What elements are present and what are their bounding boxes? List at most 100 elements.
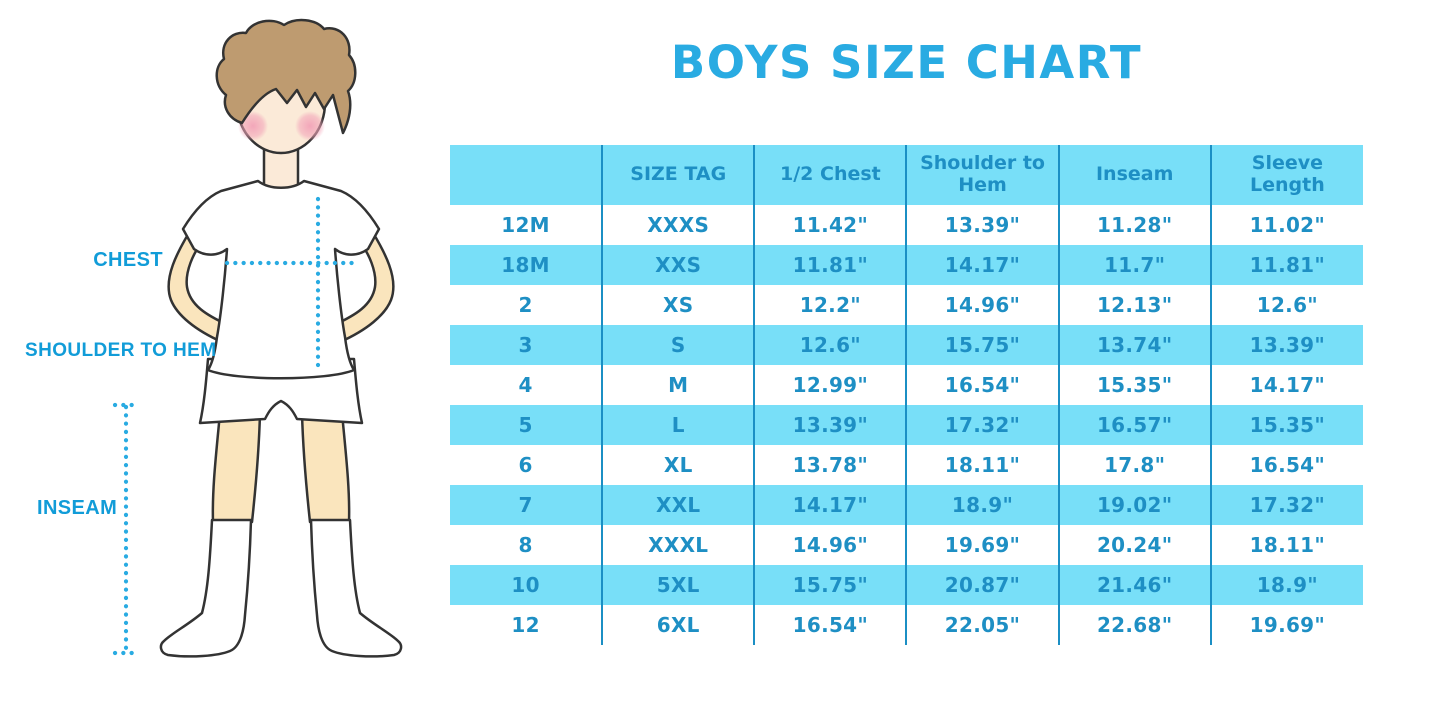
size-cell: 4: [450, 365, 604, 405]
value-cell: 20.24": [1058, 525, 1212, 565]
header-cell: Sleeve Length: [1210, 145, 1363, 205]
size-cell: 12M: [450, 205, 604, 245]
size-cell: 8: [450, 525, 604, 565]
table-row: 12M XXXS 11.42" 13.39" 11.28" 11.02": [450, 205, 1363, 245]
value-cell: 11.81": [1210, 245, 1363, 285]
value-cell: 15.75": [754, 565, 908, 605]
value-cell: 22.05": [906, 605, 1060, 645]
value-cell: 12.2": [754, 285, 908, 325]
value-cell: 13.74": [1058, 325, 1212, 365]
value-cell: 15.75": [906, 325, 1060, 365]
header-cell: 1/2 Chest: [754, 145, 908, 205]
value-cell: 11.7": [1058, 245, 1212, 285]
value-cell: 21.46": [1058, 565, 1212, 605]
value-cell: 13.39": [754, 405, 908, 445]
value-cell: 11.28": [1058, 205, 1212, 245]
value-cell: 11.81": [754, 245, 908, 285]
table-row: 6 XL 13.78" 18.11" 17.8" 16.54": [450, 445, 1363, 485]
header-cell: SIZE TAG: [602, 145, 756, 205]
value-cell: 13.39": [906, 205, 1060, 245]
value-cell: 16.54": [754, 605, 908, 645]
size-table: SIZE TAG 1/2 Chest Shoulder to Hem Inseam Sl…: [450, 145, 1363, 645]
value-cell: 12.99": [754, 365, 908, 405]
size-cell: 5: [450, 405, 604, 445]
value-cell: 14.96": [906, 285, 1060, 325]
table-row: 18M XXS 11.81" 14.17" 11.7" 11.81": [450, 245, 1363, 285]
value-cell: 6XL: [602, 605, 756, 645]
value-cell: 5XL: [602, 565, 756, 605]
shoulder-to-hem-label: SHOULDER TO HEM: [25, 340, 217, 361]
boy-left-leg: [211, 411, 262, 524]
boy-tshirt: [181, 179, 381, 380]
value-cell: 18.9": [906, 485, 1060, 525]
value-cell: 22.68": [1058, 605, 1212, 645]
size-cell: 2: [450, 285, 604, 325]
boy-hair: [215, 18, 357, 135]
size-column-header: [450, 145, 604, 205]
header-row: SIZE TAG 1/2 Chest Shoulder to Hem Inseam Sl…: [450, 145, 1363, 205]
value-cell: 14.17": [1210, 365, 1363, 405]
value-cell: 14.96": [754, 525, 908, 565]
table-row: 4 M 12.99" 16.54" 15.35" 14.17": [450, 365, 1363, 405]
size-cell: 18M: [450, 245, 604, 285]
value-cell: 17.8": [1058, 445, 1212, 485]
value-cell: 12.6": [1210, 285, 1363, 325]
value-cell: 15.35": [1210, 405, 1363, 445]
value-cell: 13.39": [1210, 325, 1363, 365]
header-cell: Inseam: [1058, 145, 1212, 205]
value-cell: 19.02": [1058, 485, 1212, 525]
value-cell: L: [602, 405, 756, 445]
value-cell: 18.11": [1210, 525, 1363, 565]
value-cell: 14.17": [906, 245, 1060, 285]
value-cell: 16.54": [1210, 445, 1363, 485]
value-cell: 14.17": [754, 485, 908, 525]
value-cell: XXXL: [602, 525, 756, 565]
size-cell: 6: [450, 445, 604, 485]
boy-illustration: [112, 18, 403, 658]
value-cell: 13.78": [754, 445, 908, 485]
boy-right-sock: [309, 518, 403, 658]
value-cell: 18.11": [906, 445, 1060, 485]
table-row: 12 6XL 16.54" 22.05" 22.68" 19.69": [450, 605, 1363, 645]
size-table-grid: SIZE TAG 1/2 Chest Shoulder to Hem Inseam Sl…: [450, 145, 1363, 645]
value-cell: 15.35": [1058, 365, 1212, 405]
size-cell: 3: [450, 325, 604, 365]
table-row: 2 XS 12.2" 14.96" 12.13" 12.6": [450, 285, 1363, 325]
value-cell: XS: [602, 285, 756, 325]
table-row: 5 L 13.39" 17.32" 16.57" 15.35": [450, 405, 1363, 445]
value-cell: XXS: [602, 245, 756, 285]
value-cell: 20.87": [906, 565, 1060, 605]
value-cell: 19.69": [1210, 605, 1363, 645]
value-cell: 19.69": [906, 525, 1060, 565]
value-cell: XL: [602, 445, 756, 485]
value-cell: XXXS: [602, 205, 756, 245]
size-cell: 10: [450, 565, 604, 605]
value-cell: 11.42": [754, 205, 908, 245]
value-cell: S: [602, 325, 756, 365]
size-cell: 7: [450, 485, 604, 525]
value-cell: 16.57": [1058, 405, 1212, 445]
value-cell: 12.6": [754, 325, 908, 365]
boy-left-sock: [159, 518, 253, 658]
value-cell: 11.02": [1210, 205, 1363, 245]
value-cell: 18.9": [1210, 565, 1363, 605]
size-cell: 12: [450, 605, 604, 645]
inseam-label: INSEAM: [37, 497, 118, 519]
page-title: BOYS SIZE CHART: [670, 36, 1143, 89]
value-cell: 16.54": [906, 365, 1060, 405]
table-row: 8 XXXL 14.96" 19.69" 20.24" 18.11": [450, 525, 1363, 565]
value-cell: 12.13": [1058, 285, 1212, 325]
table-row: 7 XXL 14.17" 18.9" 19.02" 17.32": [450, 485, 1363, 525]
value-cell: 17.32": [906, 405, 1060, 445]
table-row: 10 5XL 15.75" 20.87" 21.46" 18.9": [450, 565, 1363, 605]
chest-label: CHEST: [93, 249, 163, 271]
boy-blush-right: [295, 111, 325, 141]
value-cell: M: [602, 365, 756, 405]
boy-right-leg: [300, 411, 351, 524]
value-cell: XXL: [602, 485, 756, 525]
boy-measurement-figure: CHEST SHOULDER TO HEM INSEAM: [0, 0, 450, 723]
table-row: 3 S 12.6" 15.75" 13.74" 13.39": [450, 325, 1363, 365]
value-cell: 17.32": [1210, 485, 1363, 525]
header-cell: Shoulder to Hem: [906, 145, 1060, 205]
